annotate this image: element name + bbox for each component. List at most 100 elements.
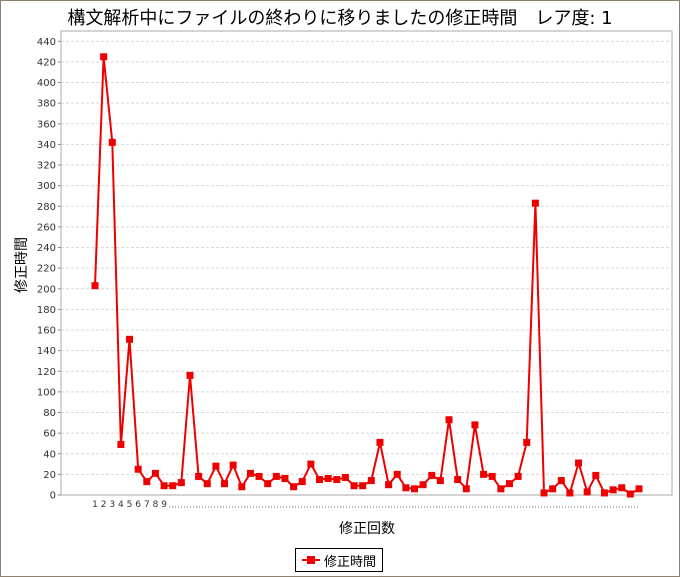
data-point	[436, 477, 444, 485]
data-point	[350, 482, 358, 490]
data-point	[523, 438, 531, 446]
y-tick-label: 140	[37, 346, 56, 357]
data-point	[376, 438, 384, 446]
y-tick-label: 40	[43, 449, 56, 460]
data-point	[281, 475, 289, 483]
data-point	[592, 471, 600, 479]
data-point	[108, 138, 116, 146]
y-tick-label: 260	[37, 222, 56, 233]
data-point	[505, 480, 513, 488]
data-point	[117, 440, 125, 448]
data-point	[549, 485, 557, 493]
y-tick-label: 380	[37, 99, 56, 110]
data-point	[454, 476, 462, 484]
legend: 修正時間	[295, 548, 383, 572]
series-layer	[91, 53, 643, 498]
data-point	[134, 465, 142, 473]
y-tick-label: 0	[50, 491, 56, 502]
data-point	[393, 470, 401, 478]
data-point	[385, 481, 393, 489]
y-tick-label: 160	[37, 326, 56, 337]
x-tick-label: 6	[135, 500, 141, 510]
data-point	[177, 479, 185, 487]
data-point	[100, 53, 108, 61]
series-line	[94, 55, 640, 495]
data-point	[497, 485, 505, 493]
grid-lines	[61, 40, 672, 475]
data-point	[290, 483, 298, 491]
data-point	[618, 484, 626, 492]
data-point	[151, 469, 159, 477]
y-tick-label: 60	[43, 429, 56, 440]
data-point	[626, 490, 634, 498]
x-tick-label: 4	[118, 500, 124, 510]
data-point	[583, 488, 591, 496]
data-point	[462, 485, 470, 493]
data-point	[160, 482, 168, 490]
y-tick-label: 280	[37, 202, 56, 213]
data-point	[410, 485, 418, 493]
data-point	[480, 470, 488, 478]
data-point	[272, 472, 280, 480]
y-tick-label: 400	[37, 78, 56, 89]
data-point	[341, 473, 349, 481]
data-point	[126, 335, 134, 343]
data-point	[221, 480, 229, 488]
x-tick-label: 5	[127, 500, 133, 510]
y-tick-label: 440	[37, 37, 56, 48]
data-point	[203, 480, 211, 488]
data-point	[600, 489, 608, 497]
data-point	[169, 482, 177, 490]
data-point	[359, 482, 367, 490]
y-tick-label: 80	[43, 408, 56, 419]
data-point	[212, 462, 220, 470]
legend-label: 修正時間	[324, 554, 377, 570]
y-tick-label: 300	[37, 181, 56, 192]
data-point	[298, 478, 306, 486]
data-point	[316, 476, 324, 484]
data-point	[143, 478, 151, 486]
data-point	[246, 469, 254, 477]
data-point	[91, 282, 99, 290]
data-point	[255, 472, 263, 480]
x-tick-label: 8	[153, 500, 159, 510]
x-tick-label: 7	[144, 500, 150, 510]
y-tick-label: 180	[37, 305, 56, 316]
y-tick-label: 340	[37, 140, 56, 151]
data-point	[514, 472, 522, 480]
y-axis: 0 20 40 60 80 100 120 140 160 180 200 220 240 260 280 3…	[37, 37, 61, 502]
plot-area	[60, 30, 673, 496]
data-point	[540, 489, 548, 497]
data-point	[428, 471, 436, 479]
y-tick-label: 100	[37, 387, 56, 398]
data-point	[324, 475, 332, 483]
data-point	[238, 483, 246, 491]
data-point	[195, 472, 203, 480]
x-tick-label: 3	[109, 500, 115, 510]
y-tick-label: 360	[37, 119, 56, 130]
y-tick-label: 200	[37, 284, 56, 295]
data-point	[566, 489, 574, 497]
x-tick-label: 2	[101, 500, 107, 510]
data-point	[186, 371, 194, 379]
y-tick-label: 240	[37, 243, 56, 254]
data-point	[367, 477, 375, 485]
data-point	[609, 486, 617, 494]
data-point	[419, 481, 427, 489]
chart-title: 構文解析中にファイルの終わりに移りましたの修正時間 レア度: 1	[67, 8, 613, 29]
data-point	[445, 416, 453, 424]
y-tick-label: 320	[37, 161, 56, 172]
y-tick-label: 220	[37, 264, 56, 275]
data-point	[471, 421, 479, 429]
x-tick-label: 1	[92, 500, 98, 510]
x-tick-label: 9	[161, 500, 167, 510]
data-point	[488, 472, 496, 480]
y-tick-label: 20	[43, 470, 56, 481]
data-point	[307, 460, 315, 468]
data-point	[264, 480, 272, 488]
data-point	[635, 485, 643, 493]
y-tick-label: 420	[37, 57, 56, 68]
data-point	[575, 459, 583, 467]
